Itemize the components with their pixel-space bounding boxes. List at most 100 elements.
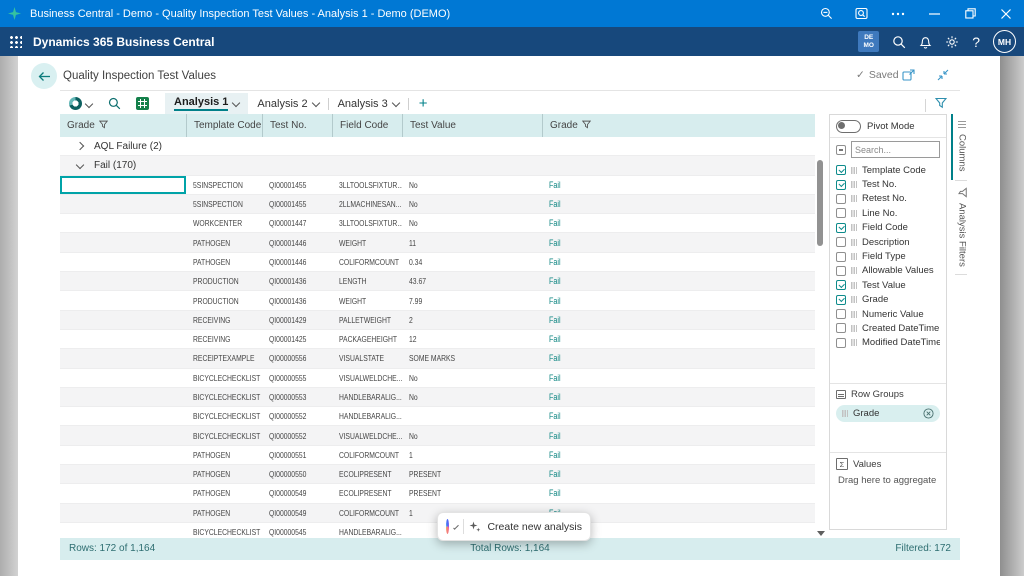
search-icon[interactable] — [892, 35, 906, 49]
cell[interactable]: QI00001446 — [262, 253, 332, 271]
drag-grip-icon[interactable] — [842, 410, 848, 417]
field-item-field-code[interactable]: Field Code — [836, 221, 940, 235]
cell[interactable]: 11 — [402, 233, 542, 251]
search-icon[interactable] — [108, 97, 121, 110]
table-row[interactable]: PRODUCTION QI00001436 LENGTH 43.67 Fail — [60, 272, 815, 292]
cell[interactable]: COLIFORMCOUNT — [332, 504, 402, 522]
cell[interactable]: Fail — [542, 407, 815, 425]
collapse-icon[interactable] — [937, 68, 949, 86]
cell[interactable]: Fail — [542, 195, 815, 213]
column-header-test-value[interactable]: Test Value — [402, 114, 542, 137]
back-button[interactable] — [31, 63, 57, 89]
copilot-icon[interactable] — [446, 519, 450, 534]
cell[interactable]: PRESENT — [402, 484, 542, 502]
cell[interactable]: BICYCLECHECKLIST — [186, 407, 262, 425]
cell[interactable]: 0.34 — [402, 253, 542, 271]
tab-analysis-2[interactable]: Analysis 2 — [248, 93, 327, 114]
open-in-new-window-icon[interactable] — [902, 68, 915, 86]
field-item-modified-datetime[interactable]: Modified DateTime — [836, 336, 940, 350]
table-row[interactable]: BICYCLECHECKLIST QI00000552 HANDLEBARALIG.… — [60, 407, 815, 427]
cell[interactable]: No — [402, 214, 542, 232]
cell[interactable] — [60, 484, 186, 502]
unchecked-checkbox[interactable] — [836, 309, 846, 320]
cell[interactable]: VISUALWELDCHE... — [332, 369, 402, 387]
cell[interactable] — [60, 175, 186, 194]
cell[interactable]: BICYCLECHECKLIST — [186, 523, 262, 537]
environment-badge[interactable]: DE MO — [858, 31, 880, 52]
cell[interactable]: HANDLEBARALIG... — [332, 388, 402, 406]
close-icon[interactable] — [988, 0, 1024, 27]
cell[interactable]: 12 — [402, 330, 542, 348]
chevron-down-icon[interactable] — [232, 98, 241, 107]
cell[interactable] — [60, 311, 186, 329]
cell[interactable]: WEIGHT — [332, 291, 402, 309]
checked-checkbox[interactable] — [836, 222, 846, 233]
cell[interactable]: ECOLIPRESENT — [332, 484, 402, 502]
field-item-created-datetime[interactable]: Created DateTime — [836, 321, 940, 335]
cell[interactable]: PATHOGEN — [186, 484, 262, 502]
drag-grip-icon[interactable] — [851, 281, 857, 289]
cell[interactable]: No — [402, 195, 542, 213]
drag-grip-icon[interactable] — [851, 296, 857, 304]
cell[interactable]: No — [402, 388, 542, 406]
cell[interactable]: 3LLTOOLSFIXTUR... — [332, 214, 402, 232]
checked-checkbox[interactable] — [836, 280, 846, 291]
remove-chip-icon[interactable] — [923, 408, 934, 419]
cell[interactable] — [60, 330, 186, 348]
new-analysis-tab-button[interactable]: + — [418, 95, 428, 112]
settings-gear-icon[interactable] — [945, 35, 959, 49]
filter-funnel-icon[interactable] — [934, 96, 948, 114]
cell[interactable]: COLIFORMCOUNT — [332, 253, 402, 271]
cell[interactable]: 1 — [402, 504, 542, 522]
table-row[interactable]: PATHOGEN QI00001446 WEIGHT 11 Fail — [60, 233, 815, 253]
help-icon[interactable]: ? — [972, 33, 980, 50]
unchecked-checkbox[interactable] — [836, 251, 846, 262]
column-header-grade[interactable]: Grade — [542, 114, 815, 137]
column-header-field-code[interactable]: Field Code — [332, 114, 402, 137]
cell[interactable]: Fail — [542, 465, 815, 483]
field-item-test-value[interactable]: Test Value — [836, 278, 940, 292]
cell[interactable]: VISUALWELDCHE... — [332, 426, 402, 444]
cell[interactable]: 1 — [402, 446, 542, 464]
cell[interactable]: VISUALSTATE — [332, 349, 402, 367]
cell[interactable]: QI00001429 — [262, 311, 332, 329]
checked-checkbox[interactable] — [836, 179, 846, 190]
cell[interactable]: RECEIVING — [186, 330, 262, 348]
table-row[interactable]: RECEIVING QI00001425 PACKAGEHEIGHT 12 Fail — [60, 329, 815, 350]
drag-grip-icon[interactable] — [851, 195, 857, 203]
cell[interactable]: PATHOGEN — [186, 504, 262, 522]
cell[interactable]: PRODUCTION — [186, 272, 262, 290]
table-row[interactable]: PATHOGEN QI00000549 ECOLIPRESENT PRESENT Fai… — [60, 484, 815, 504]
collapse-group-icon[interactable] — [75, 161, 85, 170]
panel-tab-analysis-filters[interactable]: Analysis Filters — [951, 181, 971, 275]
column-header-template-code[interactable]: Template Code — [186, 114, 262, 137]
cell[interactable]: HANDLEBARALIG... — [332, 523, 402, 537]
cell[interactable]: QI00000556 — [262, 349, 332, 367]
cell[interactable]: QI00001455 — [262, 176, 332, 194]
cell[interactable]: Fail — [542, 272, 815, 290]
unchecked-checkbox[interactable] — [836, 193, 846, 204]
cell[interactable] — [60, 446, 186, 464]
cell[interactable]: QI00001446 — [262, 233, 332, 251]
drag-grip-icon[interactable] — [851, 238, 857, 246]
cell[interactable]: PRODUCTION — [186, 291, 262, 309]
chevron-down-icon[interactable] — [453, 523, 460, 530]
cell[interactable] — [60, 407, 186, 425]
cell[interactable]: Fail — [542, 349, 815, 367]
cell[interactable]: ECOLIPRESENT — [332, 465, 402, 483]
drag-grip-icon[interactable] — [851, 253, 857, 261]
cell[interactable]: QI00000552 — [262, 426, 332, 444]
checked-checkbox[interactable] — [836, 294, 846, 305]
drag-grip-icon[interactable] — [851, 224, 857, 232]
column-header-test-no-[interactable]: Test No. — [262, 114, 332, 137]
table-row[interactable]: WORKCENTER QI00001447 3LLTOOLSFIXTUR... No F… — [60, 214, 815, 234]
cell[interactable] — [60, 291, 186, 309]
cell[interactable]: QI00000550 — [262, 465, 332, 483]
checked-checkbox[interactable] — [836, 165, 846, 176]
field-item-description[interactable]: Description — [836, 235, 940, 249]
cell[interactable] — [60, 233, 186, 251]
cell[interactable] — [60, 388, 186, 406]
cell[interactable]: RECEIPTEXAMPLE — [186, 349, 262, 367]
cell[interactable]: WEIGHT — [332, 233, 402, 251]
cell[interactable] — [60, 272, 186, 290]
